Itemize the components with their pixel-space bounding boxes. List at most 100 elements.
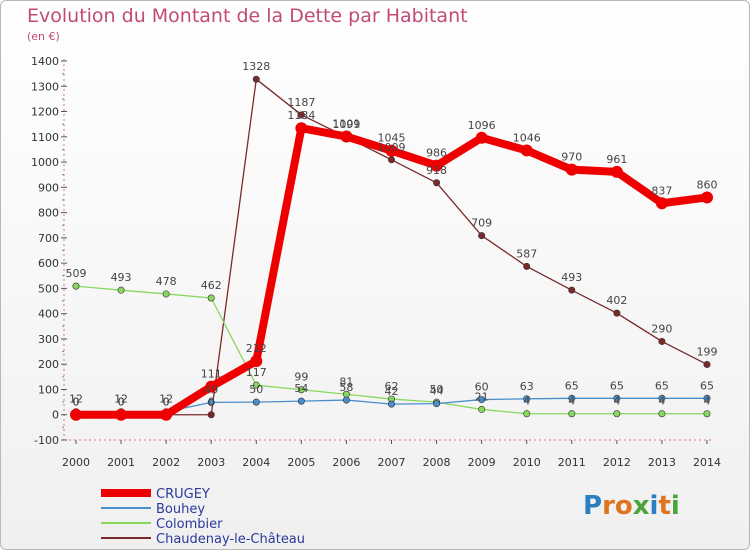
- data-label: 1046: [513, 131, 541, 144]
- data-label: 50: [430, 383, 444, 396]
- data-label: 12: [69, 393, 83, 406]
- data-point: [162, 290, 170, 298]
- data-point: [252, 398, 260, 406]
- data-label: 54: [294, 382, 308, 395]
- data-label: 837: [651, 184, 672, 197]
- y-tick-label: 700: [38, 232, 59, 245]
- axes: -100010020030040050060070080090010001100…: [31, 55, 721, 469]
- data-label: 60: [475, 381, 489, 394]
- data-point: [565, 163, 578, 176]
- data-label: 4: [613, 395, 620, 408]
- data-point: [433, 400, 441, 408]
- data-label: 1096: [468, 119, 496, 132]
- logo-letter: r: [602, 491, 615, 521]
- data-label: 0: [163, 396, 170, 409]
- data-label: 50: [249, 383, 263, 396]
- data-label: 65: [565, 379, 579, 392]
- x-tick-label: 2014: [693, 456, 721, 469]
- data-label: 212: [246, 342, 267, 355]
- data-label: 4: [704, 395, 711, 408]
- data-point: [387, 400, 395, 408]
- x-tick-label: 2002: [152, 456, 180, 469]
- data-point: [115, 408, 128, 421]
- data-label: 4: [568, 395, 575, 408]
- data-point: [655, 197, 668, 210]
- y-tick-label: 100: [38, 383, 59, 396]
- logo-letter: o: [614, 491, 633, 521]
- y-tick-label: 200: [38, 358, 59, 371]
- data-point: [205, 380, 218, 393]
- data-label: 0: [118, 396, 125, 409]
- y-tick-label: 400: [38, 308, 59, 321]
- data-point: [703, 394, 711, 402]
- data-label: 509: [66, 267, 87, 280]
- data-label: 1101: [332, 118, 360, 131]
- x-tick-label: 2008: [423, 456, 451, 469]
- data-label: 63: [520, 380, 534, 393]
- data-label: 99: [294, 371, 308, 384]
- data-point: [613, 410, 621, 418]
- data-label: 1187: [287, 96, 315, 109]
- data-point: [613, 394, 621, 402]
- data-label: 0: [118, 396, 125, 409]
- x-tick-label: 2007: [378, 456, 406, 469]
- data-labels: 0 0 0 0 1328 1187 1099 1009 918 709 587 493 402 290 19…: [66, 60, 718, 409]
- legend: CRUGEYBouheyColombierChaudenay-le-Châtea…: [101, 487, 305, 547]
- data-label: 0: [163, 396, 170, 409]
- series-chaudenay-le-ch-teau: [72, 75, 711, 419]
- y-tick-label: 500: [38, 282, 59, 295]
- y-tick-label: 900: [38, 181, 59, 194]
- data-point: [160, 408, 173, 421]
- data-point: [568, 410, 576, 418]
- data-point: [430, 159, 443, 172]
- data-label: 12: [114, 393, 128, 406]
- data-label: 12: [159, 393, 173, 406]
- data-point: [523, 410, 531, 418]
- chart-title: Evolution du Montant de la Dette par Hab…: [27, 5, 468, 27]
- data-label: 970: [561, 151, 582, 164]
- data-label: 0: [208, 396, 215, 409]
- x-tick-label: 2003: [197, 456, 225, 469]
- data-label: 290: [651, 322, 672, 335]
- data-point: [610, 165, 623, 178]
- data-label: 65: [700, 379, 714, 392]
- logo-letter: t: [658, 491, 671, 521]
- data-label: 199: [697, 345, 718, 358]
- data-label: 1099: [332, 118, 360, 131]
- data-point: [658, 337, 666, 345]
- data-point: [385, 144, 398, 157]
- legend-item: Colombier: [101, 517, 223, 532]
- data-point: [297, 386, 305, 394]
- data-label: 0: [73, 396, 80, 409]
- y-tick-label: 1400: [31, 55, 59, 68]
- proxiti-logo: Proxiti: [583, 491, 680, 521]
- data-label: 918: [426, 164, 447, 177]
- data-point: [387, 156, 395, 164]
- x-tick-label: 2006: [332, 456, 360, 469]
- data-label: 0: [73, 396, 80, 409]
- data-point: [475, 131, 488, 144]
- data-point: [478, 396, 486, 404]
- legend-label: Colombier: [156, 517, 223, 532]
- series-lines: [70, 75, 713, 421]
- legend-item: Bouhey: [101, 502, 205, 517]
- x-tick-label: 2012: [603, 456, 631, 469]
- series-colombier: [72, 282, 711, 418]
- data-point: [523, 395, 531, 403]
- data-label: 1328: [242, 60, 270, 73]
- data-label: 65: [655, 379, 669, 392]
- y-tick-label: 1200: [31, 106, 59, 119]
- data-point: [297, 397, 305, 405]
- data-point: [701, 191, 713, 204]
- data-point: [658, 394, 666, 402]
- data-label: 961: [606, 153, 627, 166]
- x-tick-label: 2001: [107, 456, 135, 469]
- data-label: 58: [339, 381, 353, 394]
- data-point: [342, 396, 350, 404]
- x-tick-label: 2010: [513, 456, 541, 469]
- data-label: 21: [475, 390, 489, 403]
- data-label: 111: [201, 368, 222, 381]
- data-label: 462: [201, 279, 222, 292]
- legend-label: Chaudenay-le-Château: [156, 532, 305, 547]
